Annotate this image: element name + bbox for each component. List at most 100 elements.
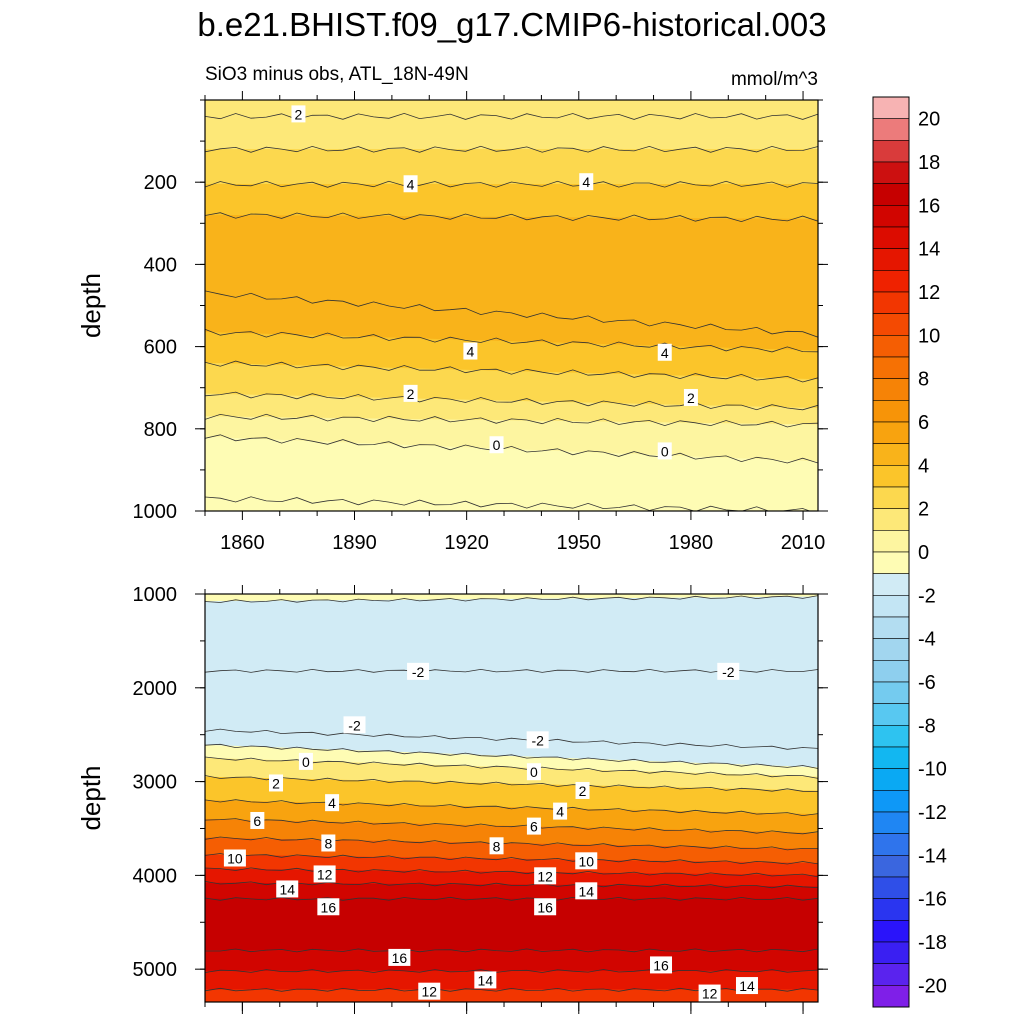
lower-contour-label-bg xyxy=(526,763,541,781)
lower-contour-label: 2 xyxy=(579,783,587,799)
lower-contour-label: 14 xyxy=(478,972,494,988)
lower-contour-label-bg xyxy=(575,852,598,870)
lower-contour-14 xyxy=(205,969,818,973)
upper-band-1 xyxy=(205,116,818,150)
lower-contour-label-bg xyxy=(325,794,340,812)
upper-contour-0 xyxy=(205,112,818,120)
lower-contour-label-bg xyxy=(418,982,441,1000)
colorbar-swatch xyxy=(872,681,910,704)
upper-contour-label: 2 xyxy=(687,390,695,406)
upper-field xyxy=(205,100,818,511)
colorbar-swatch xyxy=(872,725,910,748)
lower-contour-12 xyxy=(205,896,818,901)
lower-contour-3 xyxy=(205,743,818,769)
colorbar-swatch xyxy=(872,811,910,834)
colorbar-tick-label: -10 xyxy=(918,759,947,781)
upper-ytick-label: 200 xyxy=(144,172,177,194)
colorbar-swatch xyxy=(872,746,910,769)
lower-contour-label: -2 xyxy=(412,664,425,680)
upper-contour-label-bg xyxy=(463,342,478,360)
lower-contour-label-bg xyxy=(575,882,598,900)
upper-band-0 xyxy=(205,100,818,117)
lower-contour-7 xyxy=(205,818,818,835)
lower-band-16 xyxy=(205,989,818,1002)
lower-contour-label: 6 xyxy=(530,819,538,835)
colorbar-swatch xyxy=(872,118,910,141)
colorbar-swatch xyxy=(872,768,910,791)
lower-contour-label-bg xyxy=(534,867,557,885)
upper-xtick-label: 2010 xyxy=(781,532,826,554)
upper-contour-label-bg xyxy=(403,384,418,402)
upper-contour-label: 4 xyxy=(466,344,474,360)
lower-contour-label-bg xyxy=(321,834,336,852)
upper-band-7 xyxy=(205,362,818,409)
colorbar-swatch xyxy=(872,291,910,314)
lower-ytick-label: 1000 xyxy=(133,584,178,606)
lower-contour-label: 10 xyxy=(227,850,243,866)
lower-band-15 xyxy=(205,970,818,991)
colorbar-swatch xyxy=(872,898,910,921)
lower-contour-label: 0 xyxy=(302,754,310,770)
lower-contour-label: 12 xyxy=(537,868,553,884)
colorbar-tick-label: -12 xyxy=(918,802,947,824)
colorbar-swatch xyxy=(872,140,910,163)
lower-contour-label: 12 xyxy=(702,986,718,1002)
upper-contour-label: 2 xyxy=(407,386,415,402)
upper-contour-label-bg xyxy=(683,388,698,406)
lower-contour-label: 4 xyxy=(556,804,564,820)
lower-contour-11 xyxy=(205,881,818,889)
upper-contour-3 xyxy=(205,212,818,223)
colorbar-tick-label: -20 xyxy=(918,975,947,997)
upper-contour-4 xyxy=(205,290,818,338)
colorbar-tick-label: 12 xyxy=(918,282,940,304)
colorbar-tick-label: -14 xyxy=(918,845,947,867)
upper-xtick-label: 1920 xyxy=(444,532,489,554)
lower-contour-label-bg xyxy=(735,977,758,995)
lower-contour-label: 16 xyxy=(537,899,553,915)
lower-contour-label: 2 xyxy=(272,775,280,791)
lower-contour-1 xyxy=(205,668,818,673)
upper-xtick-label: 1860 xyxy=(220,532,265,554)
colorbar-swatch xyxy=(872,985,910,1008)
upper-xtick-label: 1950 xyxy=(557,532,602,554)
chart-title: b.e21.BHIST.f09_g17.CMIP6-historical.003 xyxy=(197,6,826,43)
upper-contour-2 xyxy=(205,180,818,188)
lower-contour-13 xyxy=(205,948,818,953)
lower-contour-label-bg xyxy=(717,662,740,680)
colorbar-swatch xyxy=(872,551,910,574)
upper-contour-label: 2 xyxy=(295,106,303,122)
lower-contour-label-bg xyxy=(526,731,549,749)
colorbar-tick-label: -8 xyxy=(918,715,936,737)
colorbar-swatch xyxy=(872,443,910,466)
upper-contour-label-bg xyxy=(489,436,504,454)
colorbar-swatch xyxy=(872,660,910,683)
lower-contour-label: 16 xyxy=(392,950,408,966)
colorbar-tick-label: 16 xyxy=(918,195,940,217)
colorbar-swatch xyxy=(872,226,910,249)
colorbar-tick-label: -4 xyxy=(918,629,936,651)
upper-band-5 xyxy=(205,292,818,351)
lower-contour-label-bg xyxy=(343,716,366,734)
lower-band-13 xyxy=(205,898,818,951)
colorbar-frame xyxy=(872,96,910,1008)
subtitle-variable: SiO3 minus obs, ATL_18N-49N xyxy=(205,64,469,85)
lower-ytick-label: 2000 xyxy=(133,678,178,700)
colorbar-swatch xyxy=(872,638,910,661)
lower-contour-label: 14 xyxy=(279,881,295,897)
colorbar-swatch xyxy=(872,616,910,639)
colorbar-swatch xyxy=(872,96,910,119)
colorbar-swatch xyxy=(872,486,910,509)
upper-band-2 xyxy=(205,149,818,185)
upper-contour-label: 4 xyxy=(407,176,415,192)
colorbar-swatch xyxy=(872,270,910,293)
colorbar-swatch xyxy=(872,183,910,206)
lower-ytick-label: 3000 xyxy=(133,772,178,794)
lower-contour-label: 10 xyxy=(578,853,594,869)
colorbar-swatch xyxy=(872,876,910,899)
colorbar-tick-label: -18 xyxy=(918,932,947,954)
upper-ytick-label: 400 xyxy=(144,254,177,276)
upper-contour-label-bg xyxy=(291,105,306,123)
lower-contour-label: 12 xyxy=(421,984,437,1000)
